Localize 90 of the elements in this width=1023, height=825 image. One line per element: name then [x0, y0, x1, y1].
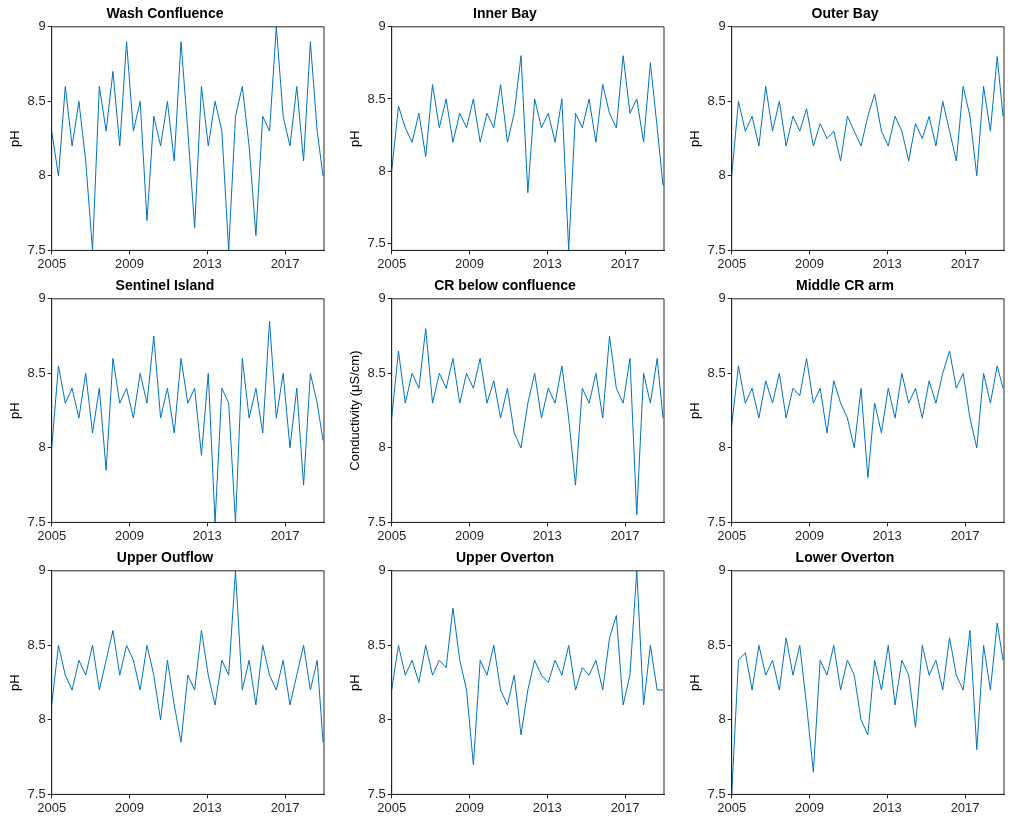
- y-tick-label: 9: [718, 562, 726, 578]
- chart-title: Middle CR arm: [795, 277, 895, 294]
- y-tick-label: 8.5: [367, 636, 386, 652]
- x-tick-label: 2017: [610, 799, 640, 815]
- y-tick-label: 7.5: [367, 513, 386, 529]
- y-tick-label: 8: [718, 439, 726, 455]
- x-tick-label: 2017: [950, 255, 980, 271]
- x-tick-label: 2009: [115, 799, 144, 815]
- x-tick-label: 2013: [872, 255, 902, 271]
- y-tick-label: 8.5: [367, 364, 386, 380]
- x-tick-label: 2017: [950, 527, 980, 543]
- y-axis-title: pH: [7, 130, 23, 147]
- y-axis-title: pH: [687, 130, 703, 147]
- x-tick-label: 2005: [377, 527, 407, 543]
- y-tick-label: 8: [378, 711, 386, 727]
- x-tick-label: 2013: [872, 799, 902, 815]
- x-tick-label: 2009: [795, 255, 824, 271]
- y-tick-label: 8.5: [27, 364, 46, 380]
- y-tick-label: 8: [718, 167, 726, 183]
- y-tick-label: 7.5: [367, 234, 386, 250]
- y-tick-label: 8: [38, 167, 46, 183]
- chart-title: Outer Bay: [811, 5, 879, 22]
- y-tick-label: 7.5: [707, 513, 726, 529]
- y-tick-label: 9: [378, 562, 386, 578]
- y-tick-label: 8.5: [27, 92, 46, 108]
- y-tick-label: 7.5: [27, 241, 46, 257]
- x-tick-label: 2013: [192, 255, 222, 271]
- y-tick-label: 7.5: [707, 785, 726, 801]
- y-tick-label: 7.5: [27, 513, 46, 529]
- y-tick-label: 8: [38, 711, 46, 727]
- x-tick-label: 2017: [270, 527, 300, 543]
- x-tick-label: 2017: [610, 255, 640, 271]
- x-tick-label: 2005: [377, 255, 407, 271]
- x-tick-label: 2013: [192, 527, 222, 543]
- x-tick-label: 2005: [717, 255, 747, 271]
- x-tick-label: 2005: [37, 255, 67, 271]
- y-tick-label: 9: [718, 290, 726, 306]
- y-tick-label: 8.5: [27, 636, 46, 652]
- y-tick-label: 7.5: [367, 785, 386, 801]
- chart-title: Wash Confluence: [106, 5, 224, 22]
- chart-title: Upper Overton: [455, 549, 555, 566]
- x-tick-label: 2009: [795, 527, 824, 543]
- x-tick-label: 2017: [610, 527, 640, 543]
- y-tick-label: 9: [38, 562, 46, 578]
- x-tick-label: 2017: [270, 255, 300, 271]
- x-tick-label: 2017: [950, 799, 980, 815]
- y-axis-title: pH: [7, 402, 23, 419]
- y-axis-title: pH: [347, 674, 363, 691]
- y-tick-label: 8.5: [707, 92, 726, 108]
- chart-title: Lower Overton: [795, 549, 895, 566]
- chart-title: Upper Outflow: [116, 549, 214, 566]
- x-tick-label: 2013: [192, 799, 222, 815]
- x-tick-label: 2013: [532, 799, 562, 815]
- x-tick-label: 2009: [115, 527, 144, 543]
- x-tick-label: 2009: [455, 527, 484, 543]
- y-axis-title: pH: [687, 402, 703, 419]
- y-tick-label: 8.5: [707, 364, 726, 380]
- x-tick-label: 2013: [872, 527, 902, 543]
- y-tick-label: 8: [38, 439, 46, 455]
- y-tick-label: 9: [38, 290, 46, 306]
- x-tick-label: 2017: [270, 799, 300, 815]
- y-axis-title: pH: [7, 674, 23, 691]
- y-axis-title: pH: [347, 130, 363, 147]
- y-tick-label: 9: [38, 18, 46, 34]
- y-tick-label: 8: [718, 711, 726, 727]
- x-tick-label: 2009: [795, 799, 824, 815]
- x-tick-label: 2005: [377, 799, 407, 815]
- x-tick-label: 2009: [455, 255, 484, 271]
- y-tick-label: 7.5: [27, 785, 46, 801]
- y-axis-title: Conductivity (μS/cm): [347, 350, 363, 471]
- chart-title: Inner Bay: [473, 5, 538, 22]
- y-tick-label: 8.5: [707, 636, 726, 652]
- y-tick-label: 8: [378, 439, 386, 455]
- x-tick-label: 2013: [532, 255, 562, 271]
- chart-title: Sentinel Island: [115, 277, 215, 294]
- y-tick-label: 8.5: [367, 90, 386, 106]
- y-tick-label: 7.5: [707, 241, 726, 257]
- y-tick-label: 9: [378, 18, 386, 34]
- x-tick-label: 2005: [717, 799, 747, 815]
- x-tick-label: 2005: [37, 527, 67, 543]
- x-tick-label: 2009: [115, 255, 144, 271]
- chart-title: CR below confluence: [434, 277, 576, 294]
- x-tick-label: 2005: [37, 799, 67, 815]
- x-tick-label: 2009: [455, 799, 484, 815]
- y-tick-label: 9: [378, 290, 386, 306]
- y-axis-title: pH: [687, 674, 703, 691]
- x-tick-label: 2005: [717, 527, 747, 543]
- y-tick-label: 8: [378, 162, 386, 178]
- x-tick-label: 2013: [532, 527, 562, 543]
- y-tick-label: 9: [718, 18, 726, 34]
